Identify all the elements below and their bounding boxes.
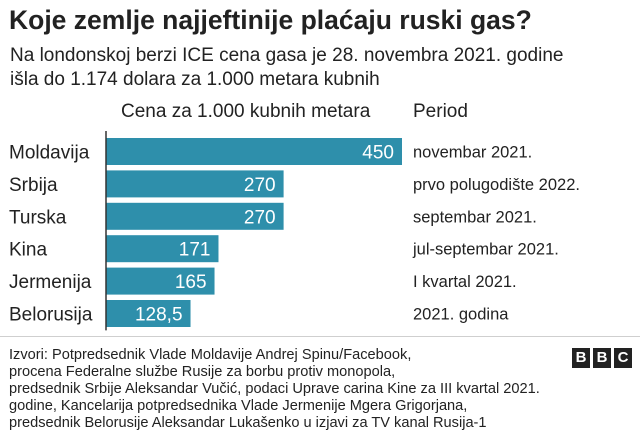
bar: [106, 202, 284, 230]
bar-value-label: 270: [244, 207, 276, 228]
bar-value-label: 450: [362, 143, 394, 164]
period-label: septembar 2021.: [413, 208, 537, 226]
period-label: 2021. godina: [413, 306, 509, 324]
sources-line: predsednik Belorusije Aleksandar Lukašen…: [9, 415, 487, 431]
sources-line: godine, Kancelarija potpredsednika Vlade…: [9, 398, 468, 414]
category-label: Moldavija: [9, 143, 90, 164]
bbc-logo-letter: B: [572, 348, 590, 368]
sources-line: procena Federalne službe Rusije za borbu…: [9, 364, 396, 380]
bar: [106, 235, 219, 263]
chart-subtitle: Na londonskoj berzi ICE cena gasa je 28.…: [10, 44, 632, 92]
subtitle-line: Na londonskoj berzi ICE cena gasa je 28.…: [10, 45, 564, 66]
sources-line: Izvori: Potpredsednik Vlade Moldavije An…: [9, 347, 412, 363]
period-label: prvo polugodište 2022.: [413, 176, 580, 194]
category-label: Srbija: [9, 175, 58, 196]
period-label: I kvartal 2021.: [413, 273, 517, 291]
sources-note: Izvori: Potpredsednik Vlade Moldavije An…: [9, 347, 569, 432]
value-column-header: Cena za 1.000 kubnih metara: [121, 101, 371, 122]
bar-chart: Moldavija 450 novembar 2021. Srbija 270 prvo …: [9, 131, 580, 331]
bbc-logo-letter: C: [614, 348, 632, 368]
category-label: Turska: [9, 207, 67, 228]
sources-line: predsednik Srbije Aleksandar Vučić, poda…: [9, 381, 540, 397]
subtitle-line: išla do 1.174 dolara za 1.000 metara kub…: [10, 69, 380, 90]
bar: [106, 138, 402, 165]
bbc-logo: B B C: [572, 348, 632, 368]
period-label: novembar 2021.: [413, 144, 532, 162]
period-column-header: Period: [413, 101, 468, 122]
category-label: Jermenija: [9, 272, 92, 293]
bbc-logo-letter: B: [593, 348, 611, 368]
period-label: jul-septembar 2021.: [412, 241, 559, 259]
bar: [106, 267, 215, 295]
bar: [106, 300, 191, 327]
category-label: Belorusija: [9, 305, 93, 326]
bar-value-label: 165: [175, 272, 207, 293]
bar: [106, 170, 284, 198]
footer-divider: [0, 336, 640, 337]
bar-value-label: 270: [244, 175, 276, 196]
category-label: Kina: [9, 240, 47, 261]
chart-title: Koje zemlje najjeftinije plaćaju ruski g…: [9, 5, 532, 35]
bar-value-label: 171: [179, 240, 211, 261]
bar-value-label: 128,5: [135, 305, 183, 326]
